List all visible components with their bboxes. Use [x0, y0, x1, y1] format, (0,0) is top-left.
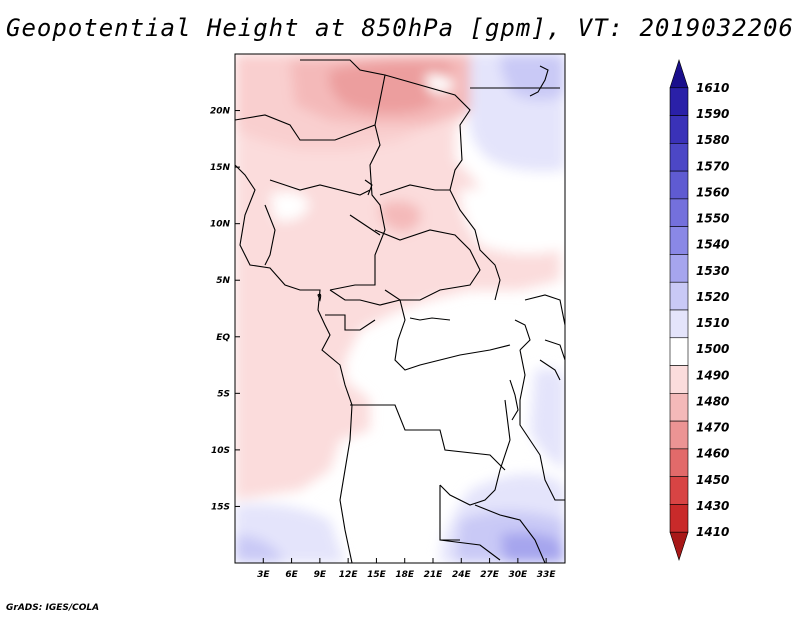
colorbar-swatch	[669, 504, 689, 533]
lon-tick-label: 27E	[480, 570, 500, 580]
colorbar-swatch	[669, 281, 689, 311]
coastlines-and-borders	[235, 59, 565, 563]
colorbar-label: 1480	[696, 394, 729, 408]
lon-tick-label: 30E	[509, 570, 529, 580]
colorbar-label: 1470	[696, 421, 729, 435]
colorbar-label: 1610	[696, 81, 729, 95]
colorbar-swatch	[669, 448, 689, 477]
lat-tick-label: 10N	[210, 220, 231, 230]
colorbar-label: 1540	[696, 238, 729, 252]
colorbar-swatch	[669, 226, 689, 255]
colorbar-swatch	[669, 309, 689, 339]
colorbar-swatch	[669, 115, 689, 144]
lon-tick-label: 33E	[537, 570, 557, 580]
lat-tick-label: EQ	[216, 333, 230, 343]
colorbar-swatch	[669, 365, 689, 394]
lat-axis: 20N 15N 10N 5N EQ 5S 10S 15S	[210, 107, 240, 512]
colorbar-label: 1550	[696, 212, 729, 226]
colorbar-swatch	[669, 170, 689, 200]
lon-tick-label: 9E	[314, 570, 327, 580]
colorbar-label: 1530	[696, 264, 729, 278]
colorbar-label: 1510	[696, 316, 729, 330]
colorbar-swatch	[669, 337, 689, 366]
colorbar-label: 1590	[696, 107, 729, 121]
lon-tick-label: 24E	[452, 570, 472, 580]
colorbar-swatch	[669, 254, 689, 283]
colorbar-swatch	[669, 59, 689, 89]
lon-tick-label: 12E	[339, 570, 359, 580]
colorbar-label: 1410	[696, 525, 729, 539]
colorbar-label: 1500	[696, 342, 729, 356]
lon-tick-label: 6E	[285, 570, 298, 580]
colorbar-label: 1570	[696, 159, 729, 173]
colorbar-label: 1490	[696, 368, 729, 382]
colorbar-swatch	[669, 87, 689, 116]
colorbar-swatch	[669, 143, 689, 172]
lat-tick-label: 10S	[211, 446, 230, 456]
lat-tick-label: 20N	[210, 107, 231, 117]
lon-tick-label: 3E	[257, 570, 270, 580]
colorbar-swatch	[669, 393, 689, 422]
colorbar-label: 1450	[696, 473, 729, 487]
lat-tick-label: 5S	[217, 389, 230, 399]
colorbar-label: 1520	[696, 290, 729, 304]
colorbar-swatch	[669, 420, 689, 450]
colorbar-swatch	[669, 198, 689, 227]
colorbar-legend: 1610 1590 1580 1570 1560 1550 1540 1530 1520 1510…	[669, 59, 729, 561]
lat-tick-label: 5N	[216, 276, 230, 286]
colorbar-swatch	[669, 531, 689, 561]
colorbar-label: 1460	[696, 447, 729, 461]
credit-label: GrADS: IGES/COLA	[6, 603, 100, 613]
plot-frame	[234, 53, 566, 564]
colorbar-label: 1560	[696, 185, 729, 199]
lon-tick-label: 15E	[367, 570, 387, 580]
lat-tick-label: 15S	[211, 502, 230, 512]
lat-tick-label: 15N	[210, 163, 231, 173]
lon-tick-label: 21E	[424, 570, 444, 580]
lon-axis: 3E 6E 9E 12E 15E 18E 21E 24E 27E 30E 33E	[257, 558, 556, 580]
field-shading	[235, 54, 565, 563]
lon-tick-label: 18E	[395, 570, 415, 580]
colorbar-label: 1430	[696, 499, 729, 513]
colorbar-label: 1580	[696, 133, 729, 147]
map-title: Geopotential Height at 850hPa [gpm], VT:…	[6, 14, 794, 42]
colorbar-swatch	[669, 476, 689, 505]
